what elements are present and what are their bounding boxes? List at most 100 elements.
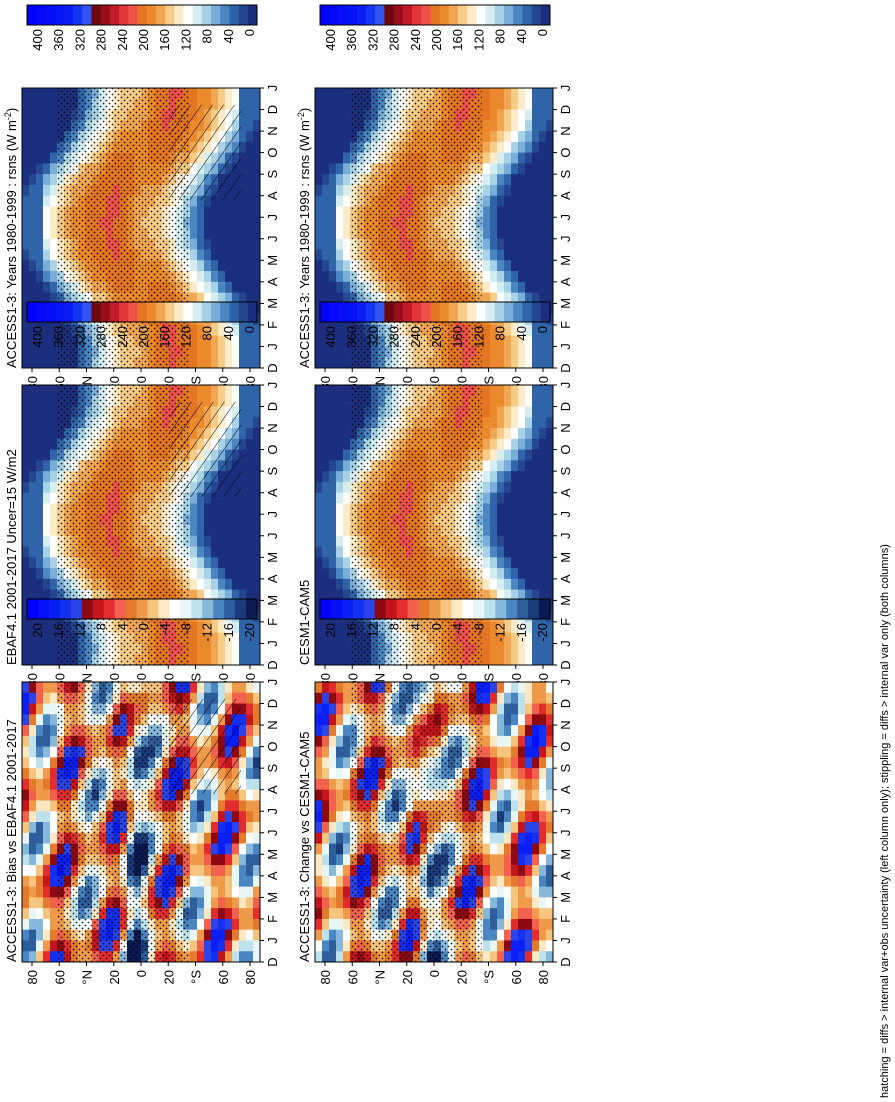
heatmap-cell — [22, 643, 30, 655]
heatmap-cell — [50, 725, 58, 737]
heatmap-cell — [190, 875, 198, 888]
heatmap-cell — [518, 578, 526, 591]
heatmap-cell — [322, 492, 330, 504]
heatmap-cell — [539, 589, 547, 601]
heatmap-cell — [315, 260, 323, 272]
heatmap-cell — [43, 228, 51, 240]
colorbar-swatch — [412, 302, 422, 322]
heatmap-cell — [525, 449, 533, 461]
heatmap-cell — [29, 778, 37, 791]
heatmap-cell — [253, 525, 261, 537]
heatmap-cell — [253, 292, 261, 304]
heatmap-cell — [525, 260, 533, 272]
heatmap-cell — [253, 335, 261, 347]
heatmap-cell — [253, 789, 261, 801]
heatmap-cell — [246, 417, 254, 429]
heatmap-cell — [518, 141, 526, 154]
month-tick-label: J — [265, 679, 280, 686]
heatmap-cell — [211, 643, 219, 655]
heatmap-cell — [218, 632, 226, 644]
colorbar-swatch — [338, 5, 348, 25]
heatmap-cell — [197, 908, 205, 920]
heatmap-cell — [490, 385, 498, 397]
heatmap-cell — [246, 789, 254, 801]
heatmap-cell — [497, 568, 505, 580]
heatmap-cell — [329, 886, 337, 898]
heatmap-cell — [43, 395, 51, 407]
heatmap-cell — [336, 481, 344, 494]
heatmap-cell — [518, 471, 526, 483]
heatmap-cell — [483, 621, 491, 634]
heatmap-cell — [239, 174, 247, 186]
heatmap-cell — [29, 682, 37, 694]
heatmap-cell — [211, 238, 219, 250]
heatmap-cell — [329, 292, 337, 304]
heatmap-cell — [343, 395, 351, 407]
heatmap-cell — [315, 535, 323, 547]
heatmap-cell — [525, 206, 533, 218]
heatmap-cell — [204, 525, 212, 537]
heatmap-cell — [329, 492, 337, 504]
heatmap-cell — [246, 271, 254, 283]
heatmap-cell — [329, 281, 337, 294]
heatmap-cell — [246, 438, 254, 451]
heatmap-cell — [211, 535, 219, 547]
heatmap-cell — [50, 98, 58, 110]
heatmap-cell — [225, 918, 233, 931]
heatmap-cell — [50, 460, 58, 472]
heatmap-cell — [546, 514, 554, 526]
heatmap-cell — [329, 654, 337, 666]
heatmap-cell — [29, 163, 37, 175]
heatmap-cell — [315, 929, 323, 941]
heatmap-cell — [22, 800, 30, 812]
heatmap-cell — [197, 335, 205, 347]
heatmap-cell — [329, 217, 337, 229]
heatmap-cell — [29, 449, 37, 461]
heatmap-cell — [518, 195, 526, 207]
heatmap-cell — [225, 800, 233, 812]
heatmap-cell — [253, 929, 261, 941]
month-tick-label: M — [265, 552, 280, 563]
heatmap-cell — [525, 98, 533, 110]
heatmap-cell — [50, 109, 58, 121]
heatmap-cell — [204, 951, 212, 963]
heatmap-cell — [504, 249, 512, 261]
heatmap-cell — [539, 481, 547, 494]
heatmap-cell — [490, 98, 498, 110]
heatmap-cell — [22, 546, 30, 558]
heatmap-cell — [336, 714, 344, 726]
heatmap-cell — [239, 357, 247, 369]
heatmap-cell — [336, 98, 344, 110]
heatmap-cell — [36, 621, 44, 634]
heatmap-cell — [322, 217, 330, 229]
heatmap-cell — [204, 654, 212, 666]
colorbar: 20 16 12 8 4 0 -4 -8 -12 -16 -20 — [26, 598, 258, 642]
heatmap-cell — [225, 249, 233, 261]
heatmap-cell — [546, 438, 554, 451]
heatmap-cell — [253, 535, 261, 547]
heatmap-cell — [190, 929, 198, 941]
heatmap-cell — [50, 854, 58, 866]
heatmap-cell — [211, 654, 219, 666]
heatmap-cell — [190, 249, 198, 261]
heatmap-cell — [36, 249, 44, 261]
heatmap-cell — [50, 768, 58, 780]
heatmap-cell — [504, 643, 512, 655]
heatmap-cell — [50, 557, 58, 569]
heatmap-cell — [36, 98, 44, 110]
heatmap-cell — [525, 492, 533, 504]
heatmap-cell — [497, 395, 505, 407]
heatmap-cell — [50, 589, 58, 601]
heatmap-cell — [315, 206, 323, 218]
heatmap-cell — [336, 682, 344, 694]
stippling-overlay — [57, 682, 189, 962]
colorbar-swatch — [119, 5, 129, 25]
month-tick-label: D — [558, 105, 573, 114]
heatmap-cell — [322, 109, 330, 121]
heatmap-cell — [204, 918, 212, 931]
heatmap-cell — [322, 692, 330, 704]
heatmap-cell — [190, 632, 198, 644]
heatmap-cell — [22, 195, 30, 207]
heatmap-cell — [29, 654, 37, 666]
colorbar-tick-label: 280 — [387, 29, 402, 51]
